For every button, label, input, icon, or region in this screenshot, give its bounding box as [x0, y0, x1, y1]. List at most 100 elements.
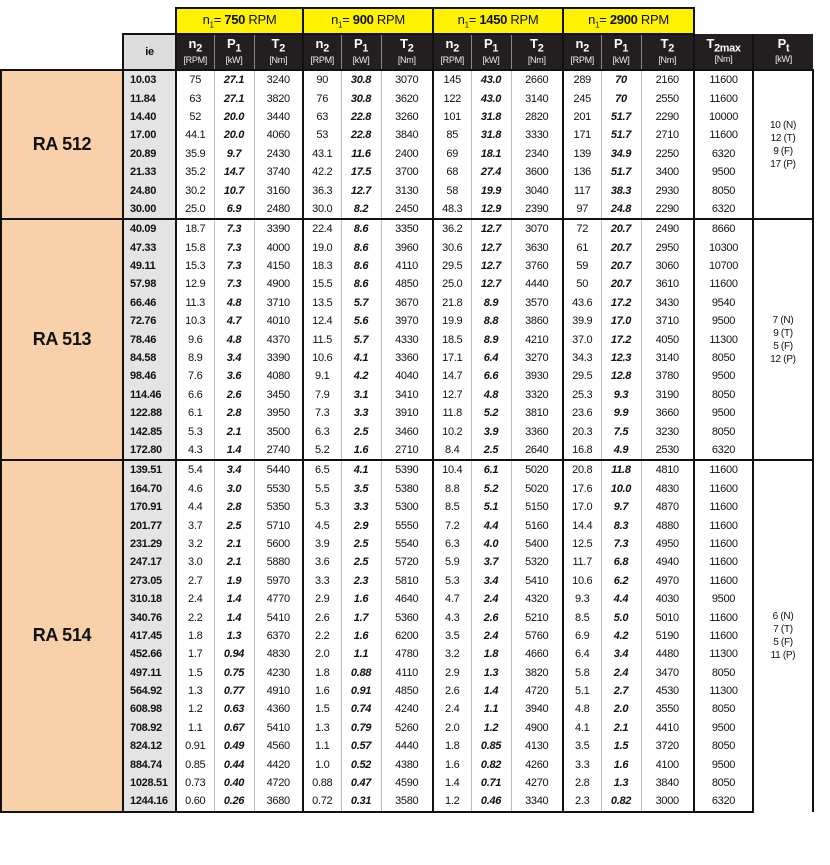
n2-cell: 5.9	[432, 553, 471, 572]
p1-cell: 1.5	[600, 737, 641, 756]
n2-cell: 5.4	[175, 459, 214, 480]
p1-cell: 7.3	[213, 238, 254, 257]
t2max-cell: 9500	[693, 404, 753, 423]
t2-cell: 4270	[510, 773, 563, 793]
p1-cell: 30.8	[340, 68, 381, 90]
t2-cell: 2710	[640, 126, 694, 145]
p1-cell: 4.8	[470, 385, 511, 405]
t2-cell: 3470	[640, 663, 694, 682]
ratio-cell: 17.00	[122, 126, 177, 145]
p1-cell: 2.1	[600, 718, 641, 738]
p1-cell: 0.46	[470, 792, 511, 813]
t2-cell: 3320	[510, 385, 563, 405]
p1-cell: 0.91	[340, 681, 381, 701]
t2-cell: 3070	[380, 68, 433, 90]
t2-cell: 3350	[380, 218, 433, 239]
n2-cell: 101	[432, 107, 471, 127]
n2-cell: 7.6	[175, 367, 214, 386]
p1-cell: 3.9	[470, 422, 511, 441]
p1-header: P1 [kW]	[340, 34, 381, 70]
n2-cell: 4.4	[175, 497, 214, 517]
p1-cell: 2.4	[600, 663, 641, 682]
t2max-cell: 10300	[693, 238, 753, 257]
n2-cell: 4.1	[562, 718, 601, 738]
p1-cell: 51.7	[600, 126, 641, 145]
t2-cell: 3390	[253, 218, 303, 239]
t2-cell: 3570	[510, 293, 563, 313]
p1-cell: 0.44	[213, 755, 254, 774]
p1-cell: 20.7	[600, 256, 641, 276]
table-row: 247.17 3.0 2.1 5880 3.6 2.5 5720 5.9 3.7 5320 11.7…	[1, 553, 813, 572]
t2-cell: 4440	[510, 275, 563, 294]
n2-cell: 5.1	[562, 681, 601, 701]
input-speed-header: n1= 900 RPM	[302, 7, 434, 35]
p1-cell: 51.7	[600, 162, 641, 182]
t2max-cell: 8050	[693, 385, 753, 405]
input-speed-header: n1= 1450 RPM	[432, 7, 564, 35]
n2-cell: 201	[562, 107, 601, 127]
table-row: 57.98 12.9 7.3 4900 15.5 8.6 4850 25.0 12.7 4440 5…	[1, 275, 813, 294]
t2max-cell: 11600	[693, 479, 753, 498]
n2-cell: 97	[562, 199, 601, 221]
t2-cell: 3070	[510, 218, 563, 239]
p1-cell: 8.2	[340, 199, 381, 221]
table-row: 608.98 1.2 0.63 4360 1.5 0.74 4240 2.4 1.1 3940 4.…	[1, 700, 813, 719]
p1-cell: 12.7	[340, 181, 381, 200]
table-row: RA 513 40.09 18.7 7.3 3390 22.4 8.6 3350 36.2 12.…	[0, 218, 814, 462]
p1-cell: 24.8	[600, 199, 641, 221]
t2max-cell: 8050	[693, 348, 753, 368]
p1-cell: 2.6	[470, 608, 511, 627]
n2-cell: 18.7	[175, 218, 214, 239]
t2-cell: 4970	[640, 571, 694, 590]
t2-cell: 4420	[253, 755, 303, 774]
t2-cell: 3710	[253, 293, 303, 313]
t2-cell: 2480	[253, 199, 303, 221]
speed-unit: RPM	[507, 12, 539, 28]
table-row: 98.46 7.6 3.6 4080 9.1 4.2 4040 14.7 6.6 3930 29.5…	[1, 367, 813, 386]
ratio-cell: 231.29	[122, 534, 177, 554]
t2-cell: 3460	[380, 422, 433, 441]
model-label: RA 514	[0, 459, 124, 813]
ratio-cell: 11.84	[122, 89, 177, 108]
p1-cell: 5.1	[470, 497, 511, 517]
ratio-cell: 20.89	[122, 144, 177, 163]
t2-cell: 5300	[380, 497, 433, 517]
n2-cell: 17.6	[562, 479, 601, 498]
p1-cell: 1.2	[470, 718, 511, 738]
header-symbol: P	[483, 36, 493, 52]
p1-cell: 70	[600, 89, 641, 108]
table-row: 72.76 10.3 4.7 4010 12.4 5.6 3970 19.9 8.8 3860 39…	[1, 312, 813, 331]
t2-cell: 4530	[640, 681, 694, 701]
ratio-cell: 84.58	[122, 348, 177, 368]
t2-cell: 3860	[510, 312, 563, 331]
p1-cell: 8.9	[470, 293, 511, 313]
p1-cell: 8.6	[340, 275, 381, 294]
t2-cell: 4330	[380, 330, 433, 349]
t2-cell: 3550	[640, 700, 694, 719]
t2-cell: 3740	[253, 162, 303, 182]
n2-cell: 39.9	[562, 312, 601, 331]
n2-cell: 12.4	[302, 312, 341, 331]
t2-cell: 5020	[510, 479, 563, 498]
t2-cell: 3700	[380, 162, 433, 182]
t2-cell: 4910	[253, 681, 303, 701]
t2max-cell: 11600	[693, 553, 753, 572]
ratio-cell: 139.51	[122, 459, 177, 480]
t2-cell: 2290	[640, 199, 694, 221]
t2-cell: 2820	[510, 107, 563, 127]
p1-cell: 1.8	[470, 645, 511, 664]
header-unit: [kW]	[225, 54, 243, 65]
t2-cell: 2290	[640, 107, 694, 127]
t2-cell: 4770	[253, 589, 303, 609]
t2-cell: 3960	[380, 238, 433, 257]
p1-cell: 3.4	[213, 459, 254, 480]
n2-cell: 19.0	[302, 238, 341, 257]
n2-header: n2 [RPM]	[562, 34, 601, 70]
t2-cell: 3230	[640, 422, 694, 441]
table-row: 564.92 1.3 0.77 4910 1.6 0.91 4850 2.6 1.4 4720 5.…	[1, 681, 813, 701]
p1-cell: 18.1	[470, 144, 511, 163]
n2-cell: 3.6	[302, 553, 341, 572]
p1-cell: 8.6	[340, 218, 381, 239]
n2-cell: 69	[432, 144, 471, 163]
n2-cell: 5.5	[302, 479, 341, 498]
